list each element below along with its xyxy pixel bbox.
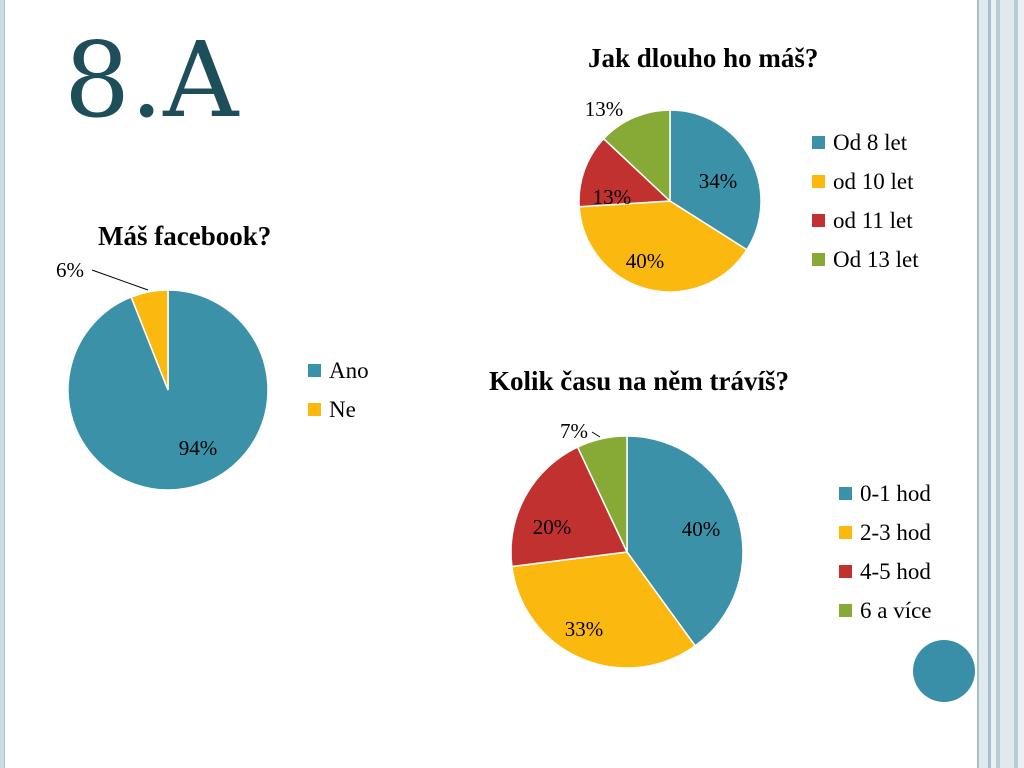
legend-item-od-13-let: Od 13 let <box>812 240 919 279</box>
chart-title-time: Kolik času na něm trávíš? <box>489 366 790 396</box>
pie-slice-od-10-let <box>578 200 748 293</box>
pie-slice-od-11-let <box>578 137 672 208</box>
legend-swatch <box>308 403 321 416</box>
pie-slice-2-3-hod <box>511 551 697 669</box>
legend-facebook: Ano Ne <box>308 351 369 429</box>
data-label-ne: 6% <box>56 258 84 282</box>
legend-item-2-3-hod: 2-3 hod <box>839 513 932 552</box>
legend-swatch <box>812 136 825 149</box>
pie-slice-ne <box>130 289 169 391</box>
legend-label: 0-1 hod <box>860 480 931 506</box>
chart-title-facebook: Máš facebook? <box>98 221 272 251</box>
legend-label: od 10 let <box>833 168 914 194</box>
slide-title: 8.A <box>64 19 239 141</box>
legend-item-6-a-vice: 6 a více <box>839 591 932 630</box>
legend-label: 4-5 hod <box>860 558 931 584</box>
legend-swatch <box>839 526 852 539</box>
decorative-circle <box>913 640 975 702</box>
chart-title-duration: Jak dlouho ho máš? <box>588 43 819 73</box>
legend-label: Od 8 let <box>833 129 908 155</box>
legend-item-od-8-let: Od 8 let <box>812 123 919 162</box>
pie-slice-6-a-vice <box>576 435 628 553</box>
legend-label: 6 a více <box>860 597 932 623</box>
legend-duration: Od 8 let od 10 let od 11 let Od 13 let <box>812 123 919 279</box>
legend-label: Ne <box>329 396 356 422</box>
data-label-6-a-vice: 7% <box>560 419 588 443</box>
legend-item-od-10-let: od 10 let <box>812 162 919 201</box>
legend-label: Od 13 let <box>833 246 919 272</box>
leader-line-ne <box>91 269 149 291</box>
pie-slice-od-13-let <box>602 109 671 203</box>
legend-item-od-11-let: od 11 let <box>812 201 919 240</box>
legend-swatch <box>812 175 825 188</box>
data-label-2-3-hod: 33% <box>565 617 604 641</box>
legend-swatch <box>839 487 852 500</box>
legend-item-4-5-hod: 4-5 hod <box>839 552 932 591</box>
legend-label: Ano <box>329 357 369 383</box>
pie-chart-duration: 34% 40% 13% 13% <box>578 97 762 293</box>
data-label-od-13-let: 13% <box>585 97 624 121</box>
legend-item-0-1-hod: 0-1 hod <box>839 474 932 513</box>
pie-chart-facebook: 94% 6% <box>56 258 269 491</box>
pie-chart-time: 40% 33% 20% 7% <box>510 419 744 669</box>
legend-swatch <box>839 604 852 617</box>
legend-item-ano: Ano <box>308 351 369 390</box>
legend-label: 2-3 hod <box>860 519 931 545</box>
data-label-od-10-let: 40% <box>626 249 665 273</box>
pie-slice-0-1-hod <box>626 435 744 647</box>
leader-line-6-a-vice <box>591 431 601 438</box>
legend-item-ne: Ne <box>308 390 369 429</box>
legend-swatch <box>839 565 852 578</box>
slide-frame-right <box>974 0 1024 768</box>
legend-label: od 11 let <box>833 207 913 233</box>
data-label-0-1-hod: 40% <box>682 517 721 541</box>
slide-frame-left <box>0 0 5 768</box>
data-label-od-11-let: 13% <box>593 185 632 209</box>
legend-time: 0-1 hod 2-3 hod 4-5 hod 6 a více <box>839 474 932 630</box>
legend-swatch <box>308 364 321 377</box>
data-label-4-5-hod: 20% <box>533 515 572 539</box>
legend-swatch <box>812 214 825 227</box>
pie-slice-4-5-hod <box>510 446 629 568</box>
data-label-od-8-let: 34% <box>699 169 738 193</box>
data-label-ano: 94% <box>179 436 218 460</box>
legend-swatch <box>812 253 825 266</box>
